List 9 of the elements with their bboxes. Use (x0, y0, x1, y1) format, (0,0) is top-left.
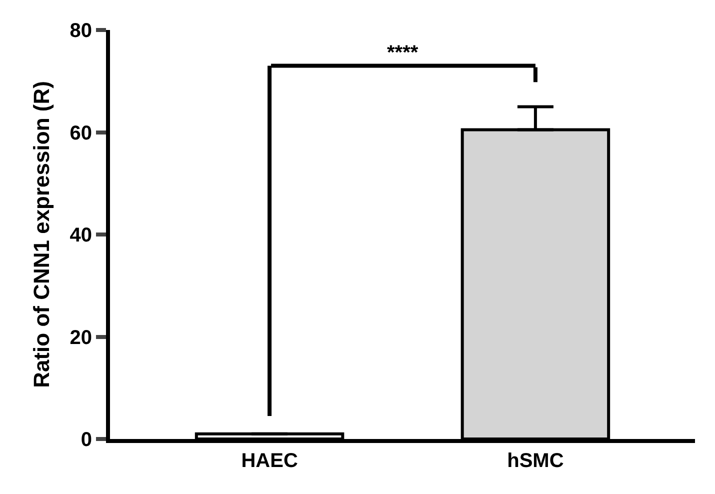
y-tick-label: 40 (70, 224, 92, 246)
x-tick-label: HAEC (241, 450, 298, 472)
y-axis-title: Ratio of CNN1 expression (R) (29, 81, 54, 388)
y-tick-label: 0 (80, 429, 92, 451)
annotation: **** (387, 42, 418, 64)
y-tick-label: 20 (70, 326, 92, 349)
y-tick-label: 80 (70, 20, 92, 42)
y-tick-label: 60 (70, 122, 92, 144)
x-tick-label: hSMC (507, 450, 564, 472)
